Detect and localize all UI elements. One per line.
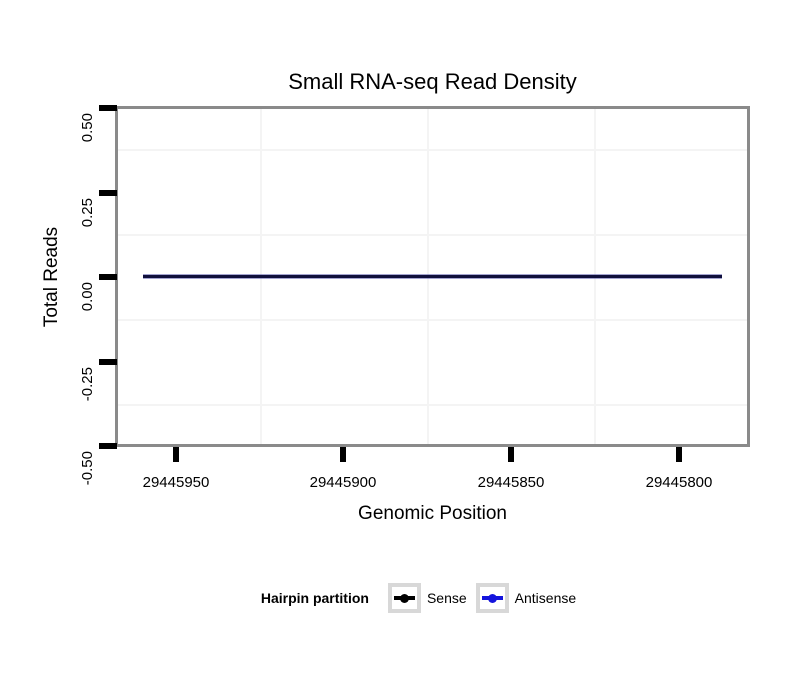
y-tick-label: 0.50 [79,113,96,143]
y-tick-label: 0.25 [79,198,96,228]
y-axis-tick [99,274,117,280]
antisense-key-icon [475,583,509,613]
y-axis-tick [99,190,117,196]
legend-label-antisense: Antisense [514,590,577,606]
y-axis-tick [99,443,117,449]
plot-title: Small RNA-seq Read Density [288,69,577,94]
y-axis-tick [99,359,117,365]
minor-gridline-horizontal [118,149,747,151]
y-axis-title: Total Reads [41,226,62,328]
legend-item-sense: Sense [387,583,467,613]
x-axis-title: Genomic Position [358,503,507,524]
minor-gridline-horizontal [118,234,747,236]
minor-gridline-horizontal [118,404,747,406]
legend: Hairpin partition Sense Antisense [36,582,810,614]
x-axis-tick [340,447,346,462]
x-axis-tick [676,447,682,462]
antisense-key-dot [487,593,497,603]
legend-item-antisense: Antisense [475,583,577,613]
x-tick-label: 29445900 [309,474,377,491]
sense-key-dot [399,593,409,603]
x-axis-tick [508,447,514,462]
x-tick-label: 29445800 [645,474,713,491]
y-tick-label: -0.25 [79,367,96,402]
sense-key-icon [387,583,421,613]
y-tick-label: -0.50 [79,451,96,486]
x-axis-tick [173,447,179,462]
plot-panel [115,106,750,447]
x-tick-label: 29445850 [477,474,545,491]
legend-title: Hairpin partition [260,590,369,606]
y-tick-label: 0.00 [79,282,96,312]
legend-label-sense: Sense [426,590,467,606]
minor-gridline-horizontal [118,319,747,321]
y-axis-tick [99,105,117,111]
read-density-zero-line [143,275,722,278]
x-tick-label: 29445950 [142,474,210,491]
